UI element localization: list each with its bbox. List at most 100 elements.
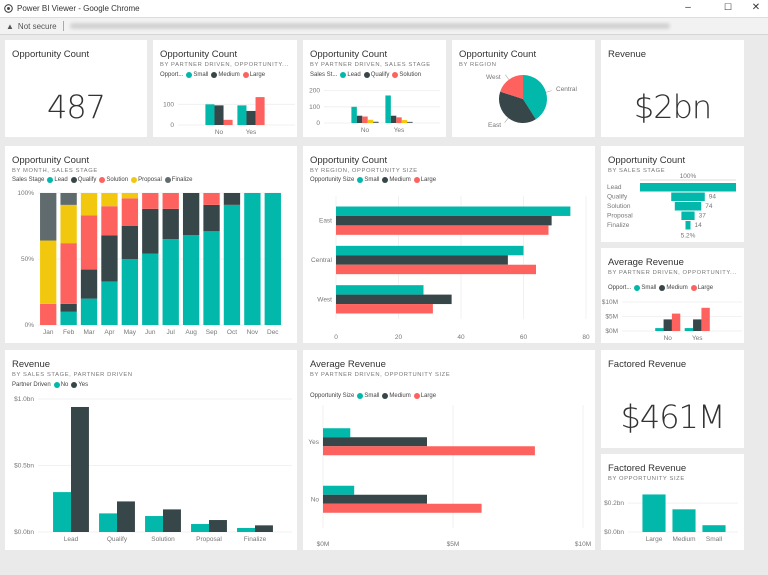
- bar-proposal: [101, 193, 118, 207]
- tile-kpi-factored-revenue[interactable]: Factored Revenue $461M: [601, 350, 744, 448]
- url-field[interactable]: [69, 23, 670, 29]
- tile-subtitle: BY MONTH, SALES STAGE: [12, 168, 98, 174]
- legend-item[interactable]: Lead: [47, 177, 68, 183]
- bar-factored-revenue: [702, 525, 726, 532]
- stacked-bar-chart: 0% 50% 100% Jan Feb Mar Apr May Jun Jul Aug Sep Oct N…: [17, 190, 283, 336]
- legend-item[interactable]: Solution: [392, 72, 421, 78]
- legend-item[interactable]: Small: [357, 177, 379, 183]
- legend-item[interactable]: Qualify: [70, 177, 96, 183]
- tile-subtitle: BY REGION, OPPORTUNITY SIZE: [310, 168, 418, 174]
- kpi-value: $2bn: [633, 88, 712, 126]
- tile-opportunity-count-by-region-size[interactable]: Opportunity Count BY REGION, OPPORTUNITY…: [303, 146, 595, 343]
- legend-item[interactable]: Proposal: [131, 177, 162, 183]
- tile-kpi-opportunity-count[interactable]: Opportunity Count 487: [5, 40, 147, 137]
- bar-yes: [163, 509, 181, 532]
- bar-qualify: [142, 208, 159, 254]
- tile-title: Factored Revenue: [608, 359, 687, 370]
- legend-label: Qualify: [370, 72, 390, 78]
- bar-solution: [60, 243, 77, 304]
- bar-no: [145, 516, 163, 532]
- bar-qualify: [101, 235, 118, 282]
- x-category-label: Feb: [63, 329, 75, 336]
- legend-label: Solution: [106, 177, 129, 183]
- legend-item[interactable]: No: [53, 382, 69, 388]
- legend-dot-icon: [363, 72, 370, 78]
- legend-label: Lead: [54, 177, 68, 183]
- tile-opportunity-count-by-stage[interactable]: Opportunity Count BY SALES STAGE 100% Lea…: [601, 146, 744, 242]
- legend-item[interactable]: Medium: [659, 285, 688, 291]
- legend-dot-icon: [47, 177, 54, 183]
- bar-lead: [182, 235, 200, 325]
- x-tick-label: 20: [395, 334, 403, 341]
- tile-opportunity-count-by-partner-size[interactable]: Opportunity Count BY PARTNER DRIVEN, OPP…: [153, 40, 297, 137]
- legend-item[interactable]: Large: [413, 177, 437, 183]
- legend-item[interactable]: Lead: [340, 72, 361, 78]
- legend-item[interactable]: Solution: [99, 177, 128, 183]
- legend-item[interactable]: Finalize: [164, 177, 192, 183]
- chart: $0.0bn $0.5bn $1.0bn Lead Qualify Solution Pro…: [14, 396, 292, 543]
- leader-line: [504, 117, 509, 123]
- pie-slice-central: [523, 75, 547, 120]
- x-category-label: Yes: [692, 335, 703, 342]
- y-tick-label: $0.5bn: [14, 463, 34, 470]
- y-category-label: Yes: [308, 439, 319, 446]
- tile-average-revenue-small[interactable]: Average Revenue BY PARTNER DRIVEN, OPPOR…: [601, 248, 744, 343]
- legend-label: Large: [420, 177, 437, 183]
- y-tick-label: $1.0bn: [14, 396, 34, 403]
- tile-title: Factored Revenue: [608, 463, 687, 474]
- address-bar[interactable]: ▲ Not secure: [0, 18, 768, 35]
- legend-item[interactable]: Small: [186, 72, 208, 78]
- tile-opportunity-count-by-region[interactable]: Opportunity Count BY REGION Central East W…: [452, 40, 595, 137]
- legend-label: No: [60, 382, 69, 388]
- legend-item[interactable]: Small: [634, 285, 656, 291]
- x-category-label: Jul: [167, 329, 176, 336]
- close-icon[interactable]: ✕: [751, 2, 761, 13]
- tile-opportunity-count-by-partner-stage[interactable]: Opportunity Count BY PARTNER DRIVEN, SAL…: [303, 40, 446, 137]
- bar-solution: [40, 303, 57, 325]
- tile-revenue-by-stage[interactable]: Revenue BY SALES STAGE, PARTNER DRIVEN P…: [5, 350, 297, 550]
- x-category-label: Jan: [43, 329, 54, 336]
- minimize-icon[interactable]: –: [685, 2, 691, 13]
- legend-item[interactable]: Large: [413, 393, 436, 399]
- legend-item[interactable]: Medium: [382, 393, 411, 399]
- tile-average-revenue-by-partner[interactable]: Average Revenue BY PARTNER DRIVEN, OPPOR…: [303, 350, 595, 550]
- x-category-label: Oct: [227, 329, 237, 336]
- bar-yes: [255, 525, 273, 532]
- legend-dot-icon: [164, 177, 171, 183]
- tile-kpi-revenue[interactable]: Revenue $2bn: [601, 40, 744, 137]
- legend-item[interactable]: Yes: [71, 382, 88, 388]
- legend-dot-icon: [70, 177, 77, 183]
- window-titlebar: Power BI Viewer - Google Chrome – ☐ ✕: [0, 0, 768, 18]
- security-label[interactable]: Not secure: [17, 21, 57, 31]
- bar-lead: [142, 253, 159, 325]
- bar-finalize: [373, 121, 379, 123]
- legend-item[interactable]: Large: [242, 72, 265, 78]
- x-category-label: Proposal: [196, 536, 222, 543]
- legend-item[interactable]: Large: [690, 285, 713, 291]
- bar-qualify: [203, 204, 220, 232]
- horizontal-bar-chart: 0 20 40 60 80 East Central West: [311, 196, 590, 341]
- x-tick-label: 0: [334, 334, 338, 341]
- leader-line: [505, 74, 510, 80]
- legend-title: Opport...: [608, 285, 632, 291]
- legend: Sales Stage Lead Qualify Solution Proposal Fi…: [12, 177, 192, 183]
- x-category-label: Mar: [83, 329, 95, 336]
- tile-opportunity-count-by-month[interactable]: Opportunity Count BY MONTH, SALES STAGE …: [5, 146, 297, 343]
- legend-item[interactable]: Medium: [211, 72, 240, 78]
- bar-lead: [244, 193, 261, 325]
- legend: Partner Driven No Yes: [12, 382, 88, 388]
- legend-item[interactable]: Qualify: [363, 72, 390, 78]
- y-tick-label: 50%: [21, 256, 34, 263]
- bar-qualify: [182, 193, 200, 236]
- tile-factored-revenue-by-size[interactable]: Factored Revenue BY OPPORTUNITY SIZE $0.…: [601, 454, 744, 550]
- maximize-icon[interactable]: ☐: [723, 2, 733, 12]
- legend-item[interactable]: Small: [357, 393, 379, 399]
- legend-item[interactable]: Medium: [382, 177, 411, 183]
- bar-solution: [142, 193, 159, 209]
- bar-qualify: [121, 226, 139, 259]
- legend-dot-icon: [99, 177, 106, 183]
- bar-small: [237, 105, 247, 125]
- tile-title: Opportunity Count: [310, 49, 388, 60]
- chart: $0M $5M $10M No Yes: [602, 299, 742, 342]
- x-category-label: Finalize: [244, 536, 267, 543]
